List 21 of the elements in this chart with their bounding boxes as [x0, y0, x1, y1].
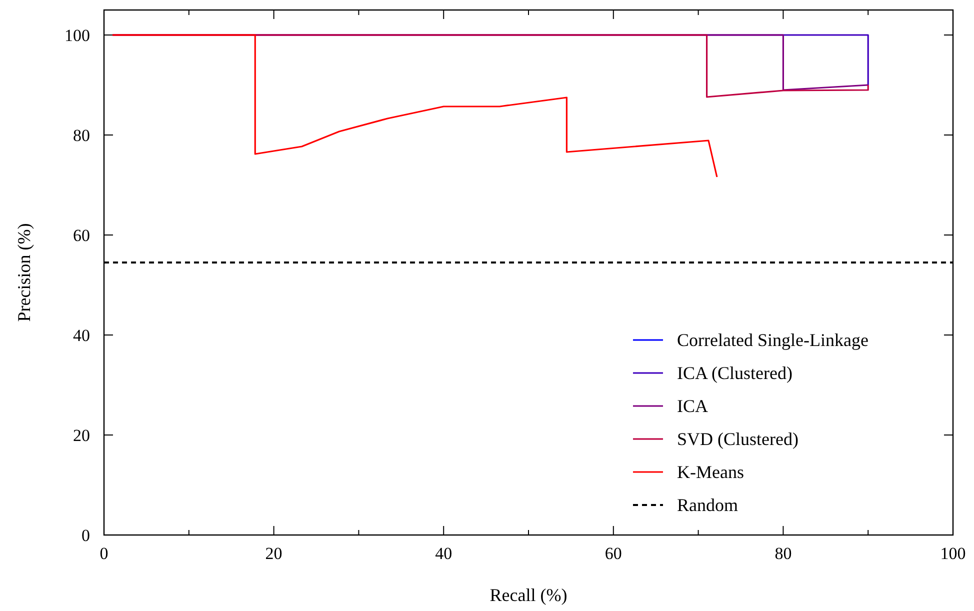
y-tick-label: 60: [73, 226, 90, 245]
x-axis-title: Recall (%): [490, 585, 568, 605]
y-tick-label: 20: [73, 426, 90, 445]
y-tick-label: 0: [82, 526, 90, 545]
legend-label: Correlated Single-Linkage: [677, 330, 868, 350]
x-tick-label: 40: [435, 544, 452, 563]
legend-label: ICA: [677, 396, 708, 416]
y-tick-label: 80: [73, 126, 90, 145]
legend-label: Random: [677, 495, 738, 515]
y-tick-label: 100: [64, 26, 90, 45]
legend-label: K-Means: [677, 462, 744, 482]
y-tick-label: 40: [73, 326, 90, 345]
line-series: [112, 34, 718, 178]
x-tick-label: 100: [940, 544, 966, 563]
y-axis-title: Precision (%): [14, 223, 34, 322]
legend-label: SVD (Clustered): [677, 429, 798, 449]
x-tick-label: 80: [774, 544, 792, 563]
x-tick-label: 60: [604, 544, 622, 563]
x-tick-label: 0: [100, 544, 108, 563]
legend-label: ICA (Clustered): [677, 363, 792, 383]
x-tick-label: 20: [265, 544, 282, 563]
